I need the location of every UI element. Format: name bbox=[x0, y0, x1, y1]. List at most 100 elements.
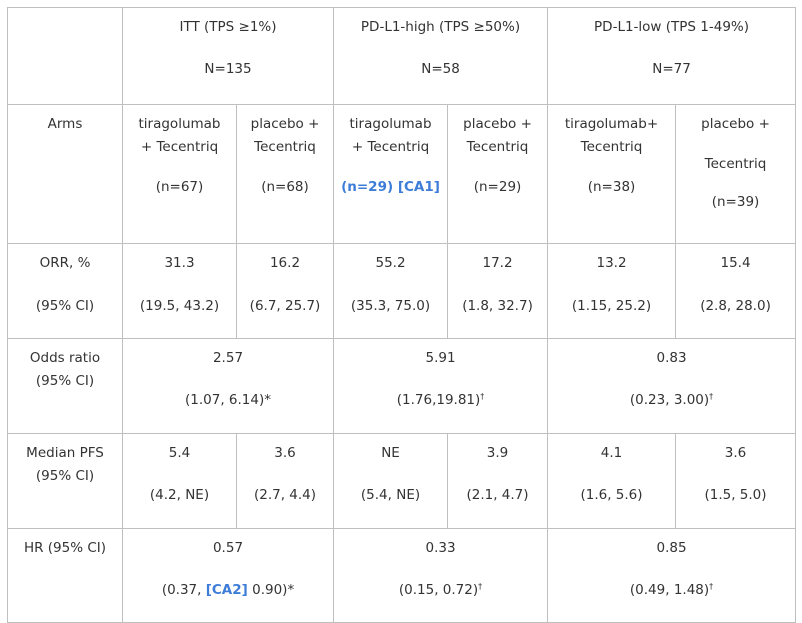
header-low-n: N=77 bbox=[652, 61, 691, 77]
row-label-line: Odds ratio bbox=[29, 350, 101, 366]
row-label-line: (95% CI) bbox=[35, 468, 95, 484]
hr-ci-text: (0.49, 1.48) bbox=[629, 582, 710, 598]
pfs-ci: (5.4, NE) bbox=[360, 487, 421, 503]
dagger-footnote-mark: † bbox=[480, 392, 485, 401]
header-high: PD-L1-high (TPS ≥50%) N=58 bbox=[333, 7, 549, 105]
odds-low: 0.83 (0.23, 3.00)† bbox=[547, 338, 797, 434]
arm-name-line: Tecentriq bbox=[466, 139, 529, 155]
hr-value: 0.85 bbox=[656, 540, 687, 556]
header-itt-label: ITT (TPS ≥1%) bbox=[179, 19, 277, 35]
odds-value: 2.57 bbox=[212, 350, 244, 366]
arm-n: (n=29) bbox=[341, 179, 394, 195]
pfs-cell: NE (5.4, NE) bbox=[333, 433, 449, 529]
header-itt-n: N=135 bbox=[204, 61, 252, 77]
arm-n: (n=68) bbox=[261, 179, 309, 195]
orr-cell: 55.2 (35.3, 75.0) bbox=[333, 243, 449, 339]
arm-name-line: tiragolumab bbox=[138, 116, 221, 132]
row-label-line: HR (95% CI) bbox=[23, 540, 107, 556]
arm-name-line: Tecentriq bbox=[254, 139, 316, 155]
pfs-value: NE bbox=[381, 445, 400, 461]
arm-name-line: placebo + bbox=[250, 116, 320, 132]
arm-itt-tira: tiragolumab + Tecentriq (n=67) bbox=[122, 104, 237, 244]
arm-high-tira: tiragolumab + Tecentriq (n=29) [CA1] bbox=[333, 104, 449, 244]
arm-name-line: tiragolumab+ bbox=[564, 116, 659, 132]
odds-ci: (1.07, 6.14)* bbox=[185, 392, 271, 408]
pfs-ci: (4.2, NE) bbox=[149, 487, 210, 503]
pfs-value: 3.6 bbox=[724, 445, 747, 461]
pfs-value: 3.9 bbox=[486, 445, 509, 461]
header-high-n: N=58 bbox=[421, 61, 460, 77]
dagger-footnote-mark: † bbox=[709, 582, 714, 591]
pfs-value: 4.1 bbox=[600, 445, 623, 461]
arms-label: Arms bbox=[7, 104, 123, 244]
header-low-label: PD-L1-low (TPS 1-49%) bbox=[594, 19, 750, 35]
dagger-footnote-mark: † bbox=[478, 582, 483, 591]
hr-ci-text: (0.15, 0.72) bbox=[398, 582, 479, 598]
odds-high: 5.91 (1.76,19.81)† bbox=[333, 338, 549, 434]
arm-n-with-comment: (n=29) [CA1] bbox=[334, 176, 447, 199]
hr-low: 0.85 (0.49, 1.48)† bbox=[547, 528, 797, 623]
row-label-line: (95% CI) bbox=[35, 373, 95, 389]
arm-n: (n=38) bbox=[587, 179, 636, 195]
hr-ci: (0.49, 1.48)† bbox=[548, 579, 795, 602]
row-label-line: Median PFS bbox=[26, 445, 104, 461]
orr-value: 15.4 bbox=[720, 255, 751, 271]
arm-n: (n=67) bbox=[155, 179, 204, 195]
row-label-line: (95% CI) bbox=[35, 298, 95, 314]
pfs-cell: 3.9 (2.1, 4.7) bbox=[447, 433, 549, 529]
orr-value: 17.2 bbox=[482, 255, 513, 271]
hr-itt: 0.57 (0.37, [CA2] 0.90)* bbox=[121, 528, 335, 623]
comment-ref-ca1[interactable]: [CA1] bbox=[397, 179, 440, 195]
odds-ci: (0.23, 3.00)† bbox=[548, 389, 795, 412]
hr-ci: (0.15, 0.72)† bbox=[334, 579, 547, 602]
odds-ci: (1.76,19.81)† bbox=[334, 389, 547, 412]
hr-ci: (0.37, [CA2] 0.90)* bbox=[123, 579, 333, 602]
arms-row: Arms tiragolumab + Tecentriq (n=67) plac… bbox=[7, 104, 797, 244]
orr-ci: (19.5, 43.2) bbox=[139, 298, 220, 314]
arm-name-line: Tecentriq bbox=[580, 139, 643, 155]
header-row: ITT (TPS ≥1%) N=135 PD-L1-high (TPS ≥50%… bbox=[7, 7, 797, 105]
dagger-footnote-mark: † bbox=[709, 392, 714, 401]
header-low: PD-L1-low (TPS 1-49%) N=77 bbox=[547, 7, 797, 105]
hr-high: 0.33 (0.15, 0.72)† bbox=[333, 528, 549, 623]
orr-ci: (1.8, 32.7) bbox=[462, 298, 533, 314]
arm-low-tira: tiragolumab+ Tecentriq (n=38) bbox=[547, 104, 677, 244]
comment-ref-ca2[interactable]: [CA2] bbox=[205, 582, 248, 598]
pfs-cell: 3.6 (1.5, 5.0) bbox=[675, 433, 797, 529]
hr-value: 0.57 bbox=[212, 540, 244, 556]
arm-n: (n=29) bbox=[473, 179, 522, 195]
arm-itt-plac: placebo + Tecentriq (n=68) bbox=[235, 104, 335, 244]
hr-value: 0.33 bbox=[425, 540, 456, 556]
pfs-value: 3.6 bbox=[274, 445, 296, 461]
odds-value: 5.91 bbox=[425, 350, 456, 366]
hr-label: HR (95% CI) bbox=[7, 528, 123, 623]
pfs-value: 5.4 bbox=[168, 445, 191, 461]
orr-cell: 17.2 (1.8, 32.7) bbox=[447, 243, 549, 339]
orr-value: 16.2 bbox=[269, 255, 301, 271]
orr-value: 31.3 bbox=[164, 255, 195, 271]
orr-value: 55.2 bbox=[375, 255, 406, 271]
pfs-ci: (1.6, 5.6) bbox=[580, 487, 643, 503]
pfs-cell: 5.4 (4.2, NE) bbox=[122, 433, 237, 529]
pfs-ci: (2.1, 4.7) bbox=[466, 487, 529, 503]
orr-cell: 13.2 (1.15, 25.2) bbox=[547, 243, 677, 339]
odds-label: Odds ratio (95% CI) bbox=[7, 338, 123, 434]
hr-ci-text: 0.90)* bbox=[247, 582, 295, 598]
arm-name-line: + Tecentriq bbox=[140, 139, 219, 155]
orr-ci: (1.15, 25.2) bbox=[571, 298, 652, 314]
header-itt: ITT (TPS ≥1%) N=135 bbox=[121, 7, 335, 105]
odds-row: Odds ratio (95% CI) 2.57 (1.07, 6.14)* 5… bbox=[7, 338, 797, 434]
orr-ci: (6.7, 25.7) bbox=[249, 298, 321, 314]
odds-value: 0.83 bbox=[656, 350, 687, 366]
odds-ci-text: (1.76,19.81) bbox=[396, 392, 481, 408]
orr-cell: 31.3 (19.5, 43.2) bbox=[122, 243, 237, 339]
pfs-cell: 4.1 (1.6, 5.6) bbox=[547, 433, 677, 529]
arm-high-plac: placebo + Tecentriq (n=29) bbox=[447, 104, 549, 244]
pfs-ci: (1.5, 5.0) bbox=[704, 487, 767, 503]
orr-cell: 16.2 (6.7, 25.7) bbox=[235, 243, 335, 339]
orr-ci: (35.3, 75.0) bbox=[350, 298, 431, 314]
pfs-ci: (2.7, 4.4) bbox=[253, 487, 317, 503]
hr-row: HR (95% CI) 0.57 (0.37, [CA2] 0.90)* 0.3… bbox=[7, 528, 797, 623]
orr-cell: 15.4 (2.8, 28.0) bbox=[675, 243, 797, 339]
orr-value: 13.2 bbox=[596, 255, 627, 271]
